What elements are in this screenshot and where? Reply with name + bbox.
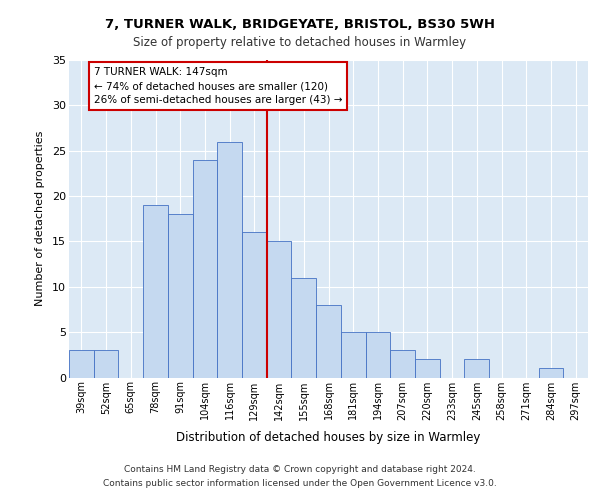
Bar xyxy=(193,160,217,378)
Bar xyxy=(341,332,365,378)
Bar xyxy=(365,332,390,378)
Bar xyxy=(390,350,415,378)
Text: 7 TURNER WALK: 147sqm
← 74% of detached houses are smaller (120)
26% of semi-det: 7 TURNER WALK: 147sqm ← 74% of detached … xyxy=(94,68,342,106)
Bar xyxy=(316,305,341,378)
Bar xyxy=(94,350,118,378)
Bar xyxy=(267,242,292,378)
Bar xyxy=(217,142,242,378)
Bar xyxy=(415,360,440,378)
Bar xyxy=(464,360,489,378)
Bar xyxy=(292,278,316,378)
Text: Size of property relative to detached houses in Warmley: Size of property relative to detached ho… xyxy=(133,36,467,49)
Bar xyxy=(539,368,563,378)
Bar xyxy=(242,232,267,378)
X-axis label: Distribution of detached houses by size in Warmley: Distribution of detached houses by size … xyxy=(176,431,481,444)
Y-axis label: Number of detached properties: Number of detached properties xyxy=(35,131,45,306)
Bar xyxy=(168,214,193,378)
Bar xyxy=(143,205,168,378)
Text: Contains HM Land Registry data © Crown copyright and database right 2024.
Contai: Contains HM Land Registry data © Crown c… xyxy=(103,466,497,487)
Bar xyxy=(69,350,94,378)
Text: 7, TURNER WALK, BRIDGEYATE, BRISTOL, BS30 5WH: 7, TURNER WALK, BRIDGEYATE, BRISTOL, BS3… xyxy=(105,18,495,30)
